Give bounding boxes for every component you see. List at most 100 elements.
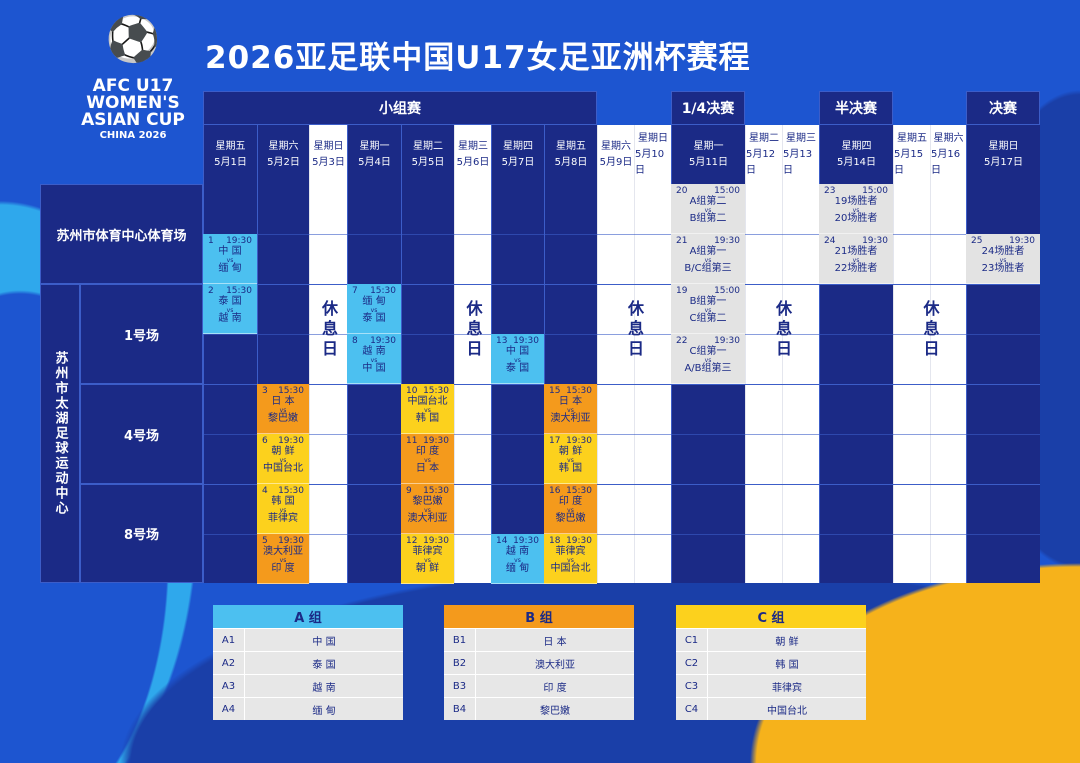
match-card[interactable]: 17 19:30 朝 鲜 vs 韩 国	[544, 434, 597, 484]
group-table: A 组 A1 中 国 A2 泰 国 A3 越 南 A4 缅 甸	[213, 605, 403, 720]
match-number: 9	[406, 486, 412, 496]
date-header: 星期六 5月9日	[597, 125, 634, 184]
home-team: 菲律宾	[412, 546, 443, 558]
date: 5月14日	[836, 156, 877, 168]
date-header: 星期五 5月1日	[203, 125, 257, 184]
match-card[interactable]: 21 19:30 A组第一 vs B/C组第三	[671, 234, 745, 284]
afc-u17-logo: ⚽ AFC U17 WOMEN'S ASIAN CUP CHINA 2026	[78, 18, 188, 141]
away-team: 20场胜者	[834, 213, 878, 225]
match-card[interactable]: 11 19:30 印 度 vs 日 本	[401, 434, 454, 484]
match-time: 19:30	[513, 536, 539, 546]
team-name: 中国台北	[767, 705, 807, 717]
match-card[interactable]: 20 15:00 A组第二 vs B组第二	[671, 184, 745, 234]
group-row: B4 黎巴嫩	[444, 697, 634, 720]
weekday: 星期日	[313, 140, 344, 152]
group-row: A3 越 南	[213, 674, 403, 697]
weekday: 星期五	[897, 132, 927, 144]
vs-label: vs	[567, 506, 574, 514]
match-card[interactable]: 22 19:30 C组第一 vs A/B组第三	[671, 334, 745, 384]
match-card[interactable]: 9 15:30 黎巴嫩 vs 澳大利亚	[401, 484, 454, 534]
date: 5月8日	[554, 156, 588, 168]
logo-line: AFC U17	[92, 76, 174, 96]
date: 5月6日	[456, 156, 490, 168]
match-time: 15:30	[566, 386, 592, 396]
match-number: 6	[262, 436, 268, 446]
home-team: 中国台北	[407, 396, 448, 408]
home-team: C组第一	[689, 346, 727, 358]
away-team: 22场胜者	[834, 263, 878, 275]
weekday: 星期四	[503, 140, 533, 152]
home-team: 越 南	[505, 546, 530, 558]
pitch-1: 1号场	[80, 284, 203, 384]
match-card[interactable]: 16 15:30 印 度 vs 黎巴嫩	[544, 484, 597, 534]
vs-label: vs	[370, 306, 378, 314]
date: 5月15日	[894, 148, 924, 176]
player-silhouette-icon: ⚽	[105, 14, 161, 65]
match-card[interactable]: 8 19:30 越 南 vs 中 国	[347, 334, 401, 384]
away-team: A/B组第三	[684, 363, 732, 375]
match-number: 3	[262, 386, 268, 396]
match-time: 15:30	[423, 486, 449, 496]
match-card[interactable]: 12 19:30 菲律宾 vs 朝 鲜	[401, 534, 454, 584]
rest-day-label: 休息日	[773, 300, 792, 360]
match-number: 7	[352, 286, 358, 296]
team-name: 泰 国	[312, 659, 336, 671]
vs-label: vs	[852, 206, 860, 214]
match-card[interactable]: 14 19:30 越 南 vs 缅 甸	[491, 534, 544, 584]
home-team: 中 国	[218, 246, 242, 258]
away-team: 中 国	[362, 363, 386, 375]
match-card[interactable]: 2 15:30 泰 国 vs 越 南	[203, 284, 257, 334]
rest-day-label: 休息日	[920, 300, 940, 360]
away-team: 越 南	[218, 313, 242, 325]
weekday: 星期四	[841, 140, 872, 152]
match-card[interactable]: 13 19:30 中 国 vs 泰 国	[491, 334, 544, 384]
seed: C1	[676, 629, 708, 651]
day-column	[893, 184, 930, 583]
match-number: 16	[549, 486, 561, 496]
date: 5月13日	[783, 148, 813, 176]
group-row: C1 朝 鲜	[676, 628, 866, 651]
group-row: A1 中 国	[213, 628, 403, 651]
match-card[interactable]: 15 15:30 日 本 vs 澳大利亚	[544, 384, 597, 434]
date-header: 星期一 5月4日	[347, 125, 401, 184]
match-card[interactable]: 3 15:30 日 本 vs 黎巴嫩	[257, 384, 309, 434]
match-time: 15:30	[566, 486, 592, 496]
match-time: 15:00	[862, 186, 888, 196]
home-team: 19场胜者	[834, 196, 878, 208]
rest-day-label: 休息日	[625, 300, 644, 360]
match-card[interactable]: 10 15:30 中国台北 vs 韩 国	[401, 384, 454, 434]
match-card[interactable]: 19 15:00 B组第一 vs C组第二	[671, 284, 745, 334]
match-number: 15	[549, 386, 561, 396]
away-team: 泰 国	[505, 363, 530, 375]
team-name: 澳大利亚	[535, 659, 575, 671]
away-team: C组第二	[689, 313, 727, 325]
slot-divider	[203, 234, 1040, 235]
day-column	[634, 184, 671, 583]
away-team: 泰 国	[362, 313, 386, 325]
home-team: 朝 鲜	[271, 446, 295, 458]
logo-line: ASIAN CUP	[81, 110, 185, 130]
seed: A3	[213, 675, 245, 697]
match-card[interactable]: 7 15:30 缅 甸 vs 泰 国	[347, 284, 401, 334]
home-team: 中 国	[505, 346, 530, 358]
slot-divider	[203, 334, 1040, 335]
match-card[interactable]: 25 19:30 24场胜者 vs 23场胜者	[966, 234, 1040, 284]
match-card[interactable]: 24 19:30 21场胜者 vs 22场胜者	[819, 234, 893, 284]
match-card[interactable]: 6 19:30 朝 鲜 vs 中国台北	[257, 434, 309, 484]
match-card[interactable]: 23 15:00 19场胜者 vs 20场胜者	[819, 184, 893, 234]
match-number: 4	[262, 486, 268, 496]
match-number: 24	[824, 236, 836, 246]
day-column	[930, 184, 966, 583]
day-column	[745, 184, 782, 583]
match-card[interactable]: 4 15:30 韩 国 vs 菲律宾	[257, 484, 309, 534]
vs-label: vs	[424, 406, 431, 414]
seed: C2	[676, 652, 708, 674]
match-time: 19:30	[714, 236, 740, 246]
match-card[interactable]: 18 19:30 菲律宾 vs 中国台北	[544, 534, 597, 584]
match-card[interactable]: 5 19:30 澳大利亚 vs 印 度	[257, 534, 309, 584]
match-time: 19:30	[423, 536, 449, 546]
match-number: 21	[676, 236, 688, 246]
match-card[interactable]: 1 19:30 中 国 vs 缅 甸	[203, 234, 257, 284]
home-team: B组第一	[689, 296, 727, 308]
team-name: 缅 甸	[312, 705, 336, 717]
